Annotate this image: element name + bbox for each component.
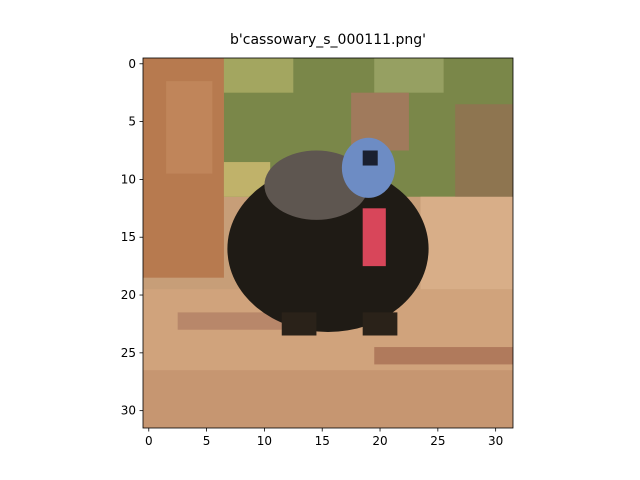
image (143, 58, 513, 428)
y-tick-label: 30 (121, 404, 136, 418)
chart-title: b'cassowary_s_000111.png' (230, 32, 426, 48)
x-tick-label: 0 (145, 434, 153, 448)
y-tick-label: 10 (121, 172, 136, 186)
y-tick-label: 5 (128, 115, 136, 129)
y-tick-label: 15 (121, 230, 136, 244)
x-tick-label: 10 (257, 434, 272, 448)
x-tick-label: 30 (488, 434, 503, 448)
x-tick-label: 20 (372, 434, 387, 448)
x-tick-label: 25 (430, 434, 445, 448)
axes-frame (142, 57, 514, 429)
y-tick-label: 20 (121, 288, 136, 302)
x-tick-label: 15 (315, 434, 330, 448)
y-tick-label: 25 (121, 346, 136, 360)
y-tick-label: 0 (128, 57, 136, 71)
x-tick-label: 5 (203, 434, 211, 448)
